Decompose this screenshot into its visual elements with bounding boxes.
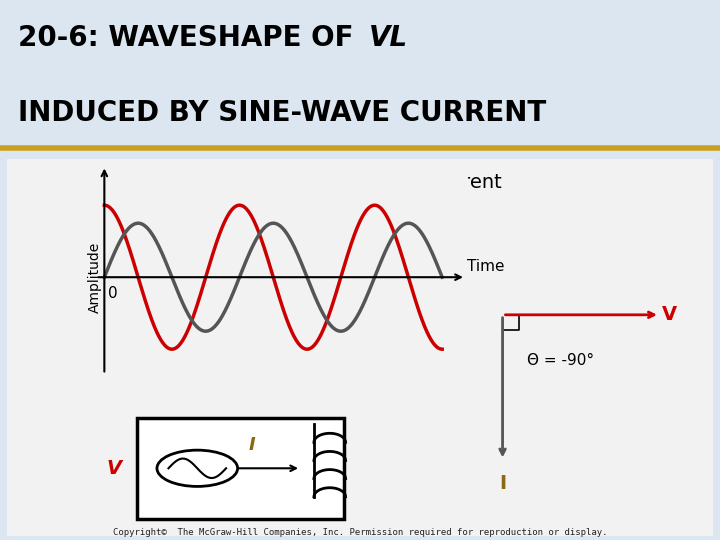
FancyBboxPatch shape — [7, 159, 713, 536]
Text: I: I — [248, 436, 256, 454]
Text: Copyright©  The McGraw-Hill Companies, Inc. Permission required for reproduction: Copyright© The McGraw-Hill Companies, In… — [113, 528, 607, 537]
Text: Amplitude: Amplitude — [88, 241, 102, 313]
Text: 0: 0 — [108, 286, 118, 301]
Text: V: V — [662, 305, 678, 325]
Text: I: I — [499, 474, 506, 492]
Text: Time: Time — [467, 259, 505, 274]
Bar — [137, 418, 344, 519]
Text: VL: VL — [369, 24, 408, 52]
Text: V: V — [106, 459, 122, 478]
Circle shape — [157, 450, 238, 487]
Text: Inductor Voltage and Current: Inductor Voltage and Current — [219, 173, 501, 192]
Text: 20-6: WAVESHAPE OF: 20-6: WAVESHAPE OF — [18, 24, 363, 52]
Text: INDUCED BY SINE-WAVE CURRENT: INDUCED BY SINE-WAVE CURRENT — [18, 99, 546, 127]
Text: Θ = -90°: Θ = -90° — [527, 353, 594, 368]
